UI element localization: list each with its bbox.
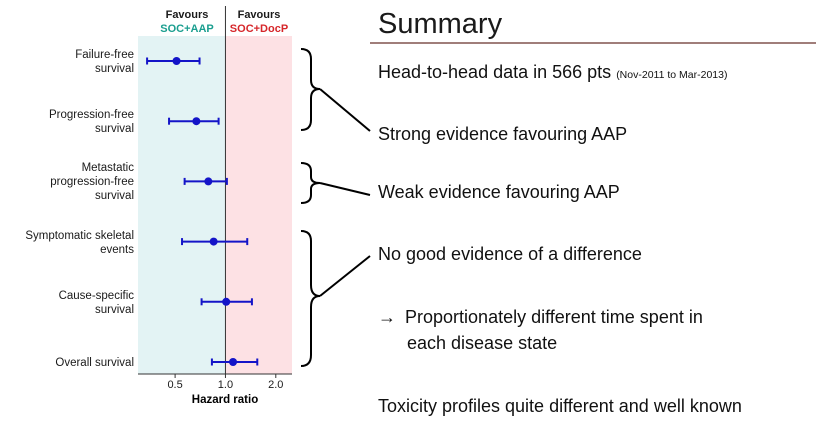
row-label-line: Failure-free (75, 49, 134, 61)
row-label-line: events (100, 243, 134, 256)
favours-aap-label: Favours (165, 9, 209, 21)
row-label-line: Metastatic (81, 162, 134, 175)
proportional-text: → Proportionately different time spent i… (378, 307, 703, 328)
row-label-line: progression-free (50, 176, 134, 189)
bracket-strong (300, 48, 321, 131)
x-axis-ticks (174, 374, 277, 378)
x-tick-label: 0.5 (167, 379, 183, 391)
forest-row (146, 57, 201, 65)
row-label: Progression-free survival (4, 108, 134, 136)
page-title: Summary (378, 8, 503, 40)
bracket-none (300, 230, 321, 367)
forest-marks (146, 57, 259, 366)
forest-row (181, 237, 249, 246)
row-label-line: Progression-free (48, 109, 134, 122)
row-label-line: Symptomatic skeletal (25, 229, 134, 242)
forest-row (200, 297, 253, 306)
head-to-head-main: Head-to-head data in 566 pts (378, 62, 612, 82)
favours-docp-region (225, 36, 292, 374)
date-range-note: (Nov-2011 to Mar-2013) (616, 69, 728, 81)
bracket-connectors (300, 48, 371, 367)
favours-aap-region (138, 36, 226, 374)
bracket-weak (300, 162, 321, 204)
weak-evidence-text: Weak evidence favouring AAP (378, 182, 620, 202)
row-label-line: Overall survival (55, 357, 134, 369)
no-evidence-text: No good evidence of a difference (378, 244, 642, 264)
row-label: Metastatic progression-free survival (4, 161, 134, 203)
row-label-line: survival (95, 63, 134, 75)
forest-row (210, 358, 259, 366)
favours-aap-header: Favours SOC+AAP (152, 8, 222, 36)
row-label-line: survival (95, 190, 134, 203)
favours-docp-label: Favours (237, 9, 281, 21)
favours-docp-header: Favours SOC+DocP (224, 8, 294, 36)
hazard-ratio-point (172, 57, 181, 65)
connector-none (319, 255, 371, 297)
forest-row (168, 117, 220, 126)
proportional-line-2: each disease state (407, 333, 558, 353)
hazard-ratio-point (209, 237, 218, 246)
favours-aap-arm: SOC+AAP (160, 23, 214, 35)
title-underline (370, 42, 816, 44)
row-label: Symptomatic skeletal events (4, 229, 134, 257)
connector-strong (319, 88, 371, 132)
hazard-ratio-point (222, 297, 231, 306)
x-tick-label: 1.0 (217, 379, 234, 391)
row-label-line: survival (95, 303, 134, 316)
proportional-line-1: Proportionately different time spent in (405, 307, 703, 327)
hazard-ratio-point (229, 358, 238, 366)
forest-row (183, 177, 228, 186)
toxicity-text: Toxicity profiles quite different and we… (378, 396, 742, 416)
strong-evidence-text: Strong evidence favouring AAP (378, 124, 628, 144)
x-axis-label: Hazard ratio (191, 394, 259, 406)
row-label: Cause-specific survival (4, 289, 134, 317)
head-to-head-text: Head-to-head data in 566 pts (Nov-2011 t… (378, 62, 727, 83)
hazard-ratio-point (192, 117, 201, 126)
x-tick-label: 2.0 (268, 379, 284, 391)
favours-docp-arm: SOC+DocP (229, 23, 289, 35)
row-label-line: Cause-specific (58, 289, 134, 302)
connector-weak (319, 182, 371, 196)
hazard-ratio-point (204, 177, 213, 186)
row-label-line: survival (95, 123, 134, 136)
row-label: Failure-free survival (4, 48, 134, 76)
arrow-icon: → (378, 307, 396, 327)
row-label: Overall survival (4, 356, 134, 370)
